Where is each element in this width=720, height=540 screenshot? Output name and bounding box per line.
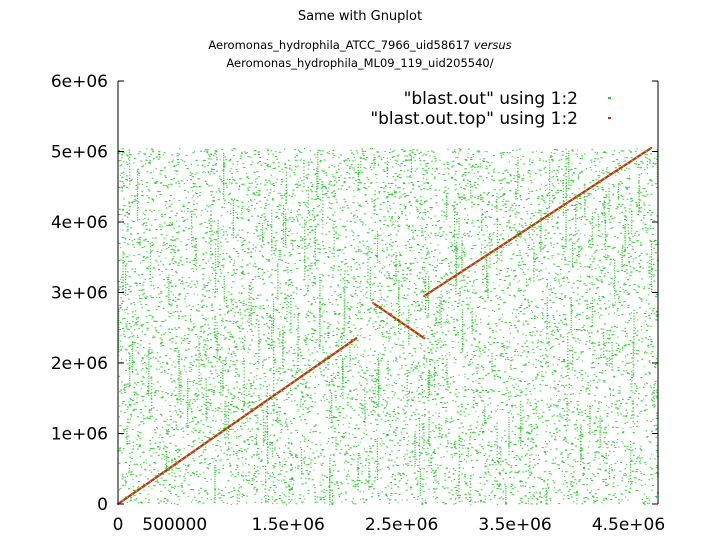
- x-tick-label: 0: [113, 515, 124, 535]
- top-hit-segment-2: [372, 302, 426, 340]
- x-tick-label: 2.5e+06: [365, 515, 438, 535]
- blast-out-points: [118, 148, 660, 505]
- subtitle-genome-a: Aeromonas_hydrophila_ATCC_7966_uid58617: [208, 38, 471, 52]
- plot-frame: [117, 80, 659, 505]
- chart-subtitle-line-1: Aeromonas_hydrophila_ATCC_7966_uid58617 …: [0, 38, 720, 52]
- page-title: Same with Gnuplot: [297, 9, 423, 24]
- top-hit-segment-highlight-3: [424, 147, 652, 297]
- y-tick-labels: 0 1e+06 2e+06 3e+06 4e+06 5e+06 6e+06: [51, 72, 108, 515]
- top-hit-segment-3: [423, 146, 653, 298]
- blast-out-scatter: [118, 148, 660, 505]
- legend-label-2: "blast.out.top" using 1:2: [370, 109, 578, 129]
- x-tick-label: 1.5e+06: [251, 515, 324, 535]
- top-hit-segment-1: [116, 337, 358, 506]
- legend: "blast.out" using 1:2"blast.out.top" usi…: [370, 89, 611, 129]
- blast-out-top-points: [116, 146, 653, 506]
- y-tick-label: 3e+06: [51, 284, 108, 304]
- legend-swatch-1: [608, 97, 611, 99]
- subtitle-versus: versus: [473, 38, 512, 52]
- legend-swatch-2: [608, 117, 611, 119]
- x-tick-label: 3.5e+06: [478, 515, 551, 535]
- y-tick-label: 0: [97, 495, 108, 515]
- y-tick-label: 4e+06: [51, 213, 108, 233]
- y-tick-label: 6e+06: [51, 72, 108, 92]
- x-tick-labels: 0 500000 1.5e+06 2.5e+06 3.5e+06 4.5e+06: [113, 515, 666, 535]
- legend-label-1: "blast.out" using 1:2: [404, 89, 578, 109]
- y-tick-label: 2e+06: [51, 354, 108, 374]
- x-tick-label: 4.5e+06: [592, 515, 665, 535]
- chart-subtitle-line-2: Aeromonas_hydrophila_ML09_119_uid205540/: [226, 56, 494, 70]
- y-tick-label: 5e+06: [51, 143, 108, 163]
- x-tick-label: 500000: [142, 515, 207, 535]
- y-tick-label: 1e+06: [51, 425, 108, 445]
